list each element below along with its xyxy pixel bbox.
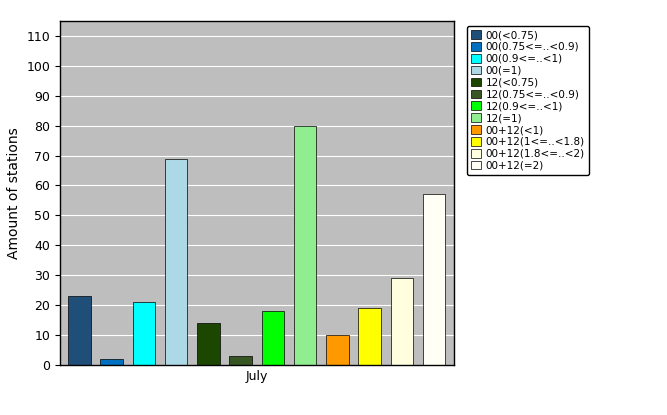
Bar	[165, 159, 187, 365]
Bar	[229, 356, 252, 365]
Bar	[294, 126, 316, 365]
Y-axis label: Amount of stations: Amount of stations	[7, 127, 21, 259]
Bar	[100, 359, 123, 365]
Bar	[423, 195, 446, 365]
Bar	[133, 302, 155, 365]
Bar	[261, 311, 284, 365]
Bar	[197, 323, 219, 365]
Bar	[326, 335, 349, 365]
Bar	[391, 278, 414, 365]
Bar	[68, 296, 91, 365]
Bar	[358, 308, 381, 365]
Legend: 00(<0.75), 00(0.75<=..<0.9), 00(0.9<=..<1), 00(=1), 12(<0.75), 12(0.75<=..<0.9),: 00(<0.75), 00(0.75<=..<0.9), 00(0.9<=..<…	[467, 26, 589, 175]
